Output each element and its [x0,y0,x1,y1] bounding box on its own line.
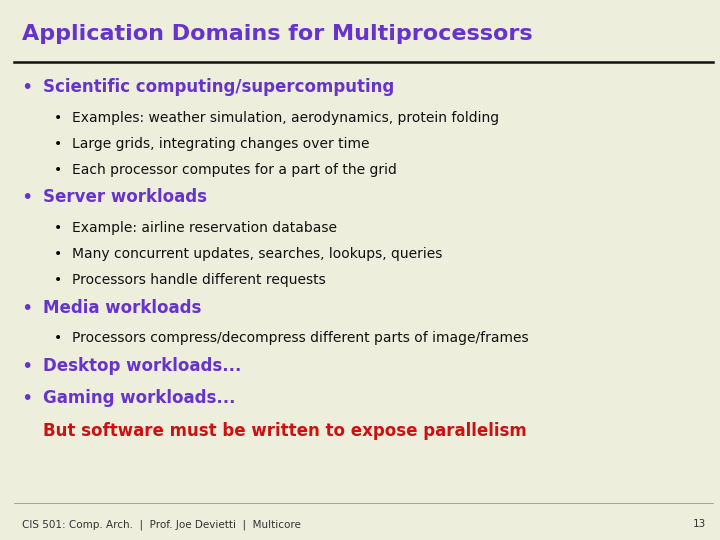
Text: •: • [22,357,33,376]
Text: Application Domains for Multiprocessors: Application Domains for Multiprocessors [22,24,532,44]
Text: •: • [54,247,62,261]
Text: Processors compress/decompress different parts of image/frames: Processors compress/decompress different… [72,331,528,345]
Text: •: • [54,273,62,287]
Text: Desktop workloads...: Desktop workloads... [43,357,242,375]
Text: •: • [54,163,62,177]
Text: Server workloads: Server workloads [43,188,207,206]
Text: •: • [54,137,62,151]
Text: Many concurrent updates, searches, lookups, queries: Many concurrent updates, searches, looku… [72,247,442,261]
Text: Scientific computing/supercomputing: Scientific computing/supercomputing [43,78,395,96]
Text: 13: 13 [693,519,706,530]
Text: Examples: weather simulation, aerodynamics, protein folding: Examples: weather simulation, aerodynami… [72,111,499,125]
Text: •: • [22,188,33,207]
Text: •: • [54,111,62,125]
Text: Processors handle different requests: Processors handle different requests [72,273,325,287]
Text: CIS 501: Comp. Arch.  |  Prof. Joe Devietti  |  Multicore: CIS 501: Comp. Arch. | Prof. Joe Deviett… [22,519,300,530]
Text: •: • [22,299,33,318]
Text: Example: airline reservation database: Example: airline reservation database [72,221,337,235]
Text: Each processor computes for a part of the grid: Each processor computes for a part of th… [72,163,397,177]
Text: But software must be written to expose parallelism: But software must be written to expose p… [43,422,527,440]
Text: •: • [54,221,62,235]
Text: •: • [22,78,33,97]
Text: •: • [22,389,33,408]
Text: Large grids, integrating changes over time: Large grids, integrating changes over ti… [72,137,369,151]
Text: •: • [54,331,62,345]
Text: Media workloads: Media workloads [43,299,202,316]
Text: Gaming workloads...: Gaming workloads... [43,389,235,407]
